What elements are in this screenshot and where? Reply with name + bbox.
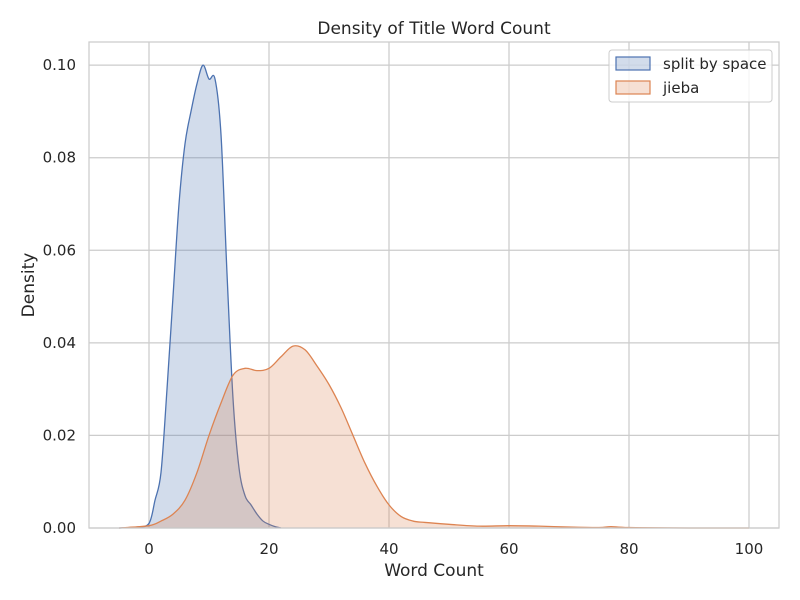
x-tick-label: 80	[619, 540, 638, 558]
density-fill-split-by-space	[119, 65, 281, 528]
y-tick-label: 0.02	[43, 426, 76, 444]
density-line-jieba	[118, 345, 749, 529]
x-axis-label: Word Count	[384, 561, 484, 581]
plot-frame	[88, 41, 780, 529]
chart-title: Density of Title Word Count	[317, 19, 551, 39]
x-tick-label: 100	[735, 540, 764, 558]
tick-labels: 0 20 40 60 80 100 0.00 0.02 0.04 0.06 0.08 0.10	[43, 56, 764, 558]
density-line-split-by-space	[118, 64, 282, 529]
grid	[89, 42, 779, 529]
x-tick-label: 20	[259, 540, 278, 558]
y-tick-label: 0.10	[43, 56, 76, 74]
legend-label-split-by-space: split by space	[663, 55, 767, 73]
series-layer	[118, 64, 749, 529]
density-fill-jieba	[119, 345, 749, 528]
y-axis-label: Density	[19, 253, 39, 318]
y-tick-label: 0.04	[43, 334, 76, 352]
y-tick-label: 0.06	[43, 241, 76, 259]
y-tick-label: 0.00	[43, 519, 76, 537]
x-tick-label: 60	[499, 540, 518, 558]
x-tick-label: 0	[144, 540, 154, 558]
legend-label-jieba: jieba	[662, 79, 699, 97]
x-tick-label: 40	[379, 540, 398, 558]
y-tick-label: 0.08	[43, 149, 76, 167]
legend-swatch-jieba	[615, 80, 651, 95]
legend: split by space jieba	[608, 49, 773, 103]
legend-swatch-split-by-space	[615, 56, 651, 71]
